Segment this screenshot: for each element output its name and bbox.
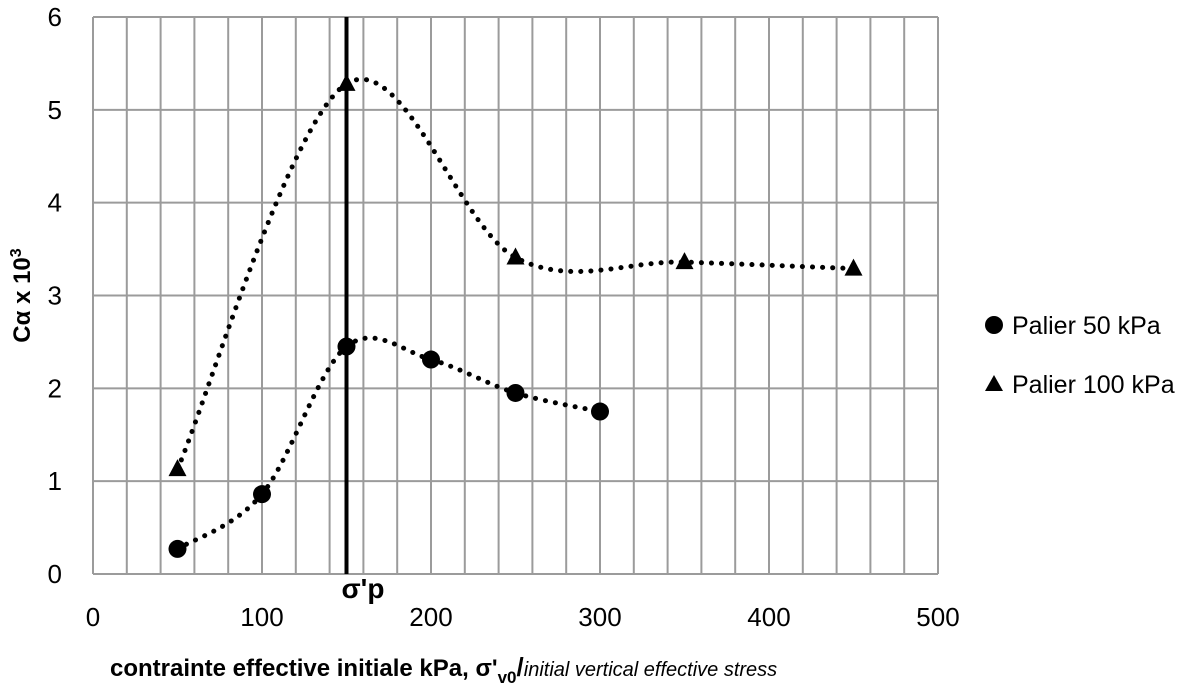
- legend: Palier 50 kPa Palier 100 kPa: [985, 312, 1175, 399]
- circle-marker: [337, 337, 356, 356]
- y-tick-label: 6: [48, 2, 62, 32]
- circle-marker: [253, 485, 271, 504]
- x-tick-label: 200: [409, 602, 452, 632]
- y-tick-label: 1: [48, 466, 62, 496]
- x-axis-title-subscript: v0: [498, 668, 517, 687]
- circle-marker: [591, 402, 609, 421]
- y-axis-ticks: 0 1 2 3 4 5 6: [48, 2, 62, 589]
- x-tick-label: 400: [747, 602, 790, 632]
- x-axis-title-main: contrainte effective initiale kPa, σ': [110, 655, 498, 682]
- x-axis-title-english: initial vertical effective stress: [524, 659, 777, 681]
- x-tick-label: 100: [240, 602, 283, 632]
- triangle-marker: [675, 252, 694, 270]
- triangle-marker: [844, 258, 863, 276]
- series-markers: [168, 73, 863, 558]
- x-tick-label: 500: [916, 602, 959, 632]
- legend-triangle-marker: [985, 375, 1003, 391]
- triangle-marker: [506, 247, 525, 265]
- preconsolidation-stress-label: σ'p: [342, 573, 385, 604]
- circle-marker: [422, 350, 440, 369]
- x-axis-title-slash: /: [517, 652, 524, 682]
- y-axis-title-exponent: 3: [8, 248, 25, 257]
- x-axis-ticks: 0 100 200 300 400 500: [86, 602, 960, 632]
- x-tick-label: 0: [86, 602, 100, 632]
- y-tick-label: 5: [48, 95, 62, 125]
- legend-label-series-2: Palier 100 kPa: [1012, 371, 1175, 399]
- series-line-2: [175, 77, 856, 472]
- triangle-marker: [168, 459, 187, 477]
- y-axis-title-main: Cα x 10: [9, 257, 36, 342]
- y-tick-label: 3: [48, 281, 62, 311]
- series-line-1: [175, 335, 603, 552]
- y-tick-label: 4: [48, 188, 62, 218]
- x-tick-label: 300: [578, 602, 621, 632]
- y-tick-label: 2: [48, 373, 62, 403]
- x-axis-title: contrainte effective initiale kPa, σ'v0/…: [110, 652, 777, 687]
- circle-marker: [168, 539, 187, 558]
- horizontal-gridlines: [93, 16, 938, 575]
- circle-marker: [506, 383, 525, 402]
- y-axis-title: Cα x 103: [8, 248, 36, 342]
- y-tick-label: 0: [48, 559, 62, 589]
- legend-circle-marker: [985, 316, 1003, 334]
- triangle-marker: [337, 73, 356, 91]
- legend-label-series-1: Palier 50 kPa: [1012, 312, 1161, 340]
- series-lines: [175, 77, 856, 552]
